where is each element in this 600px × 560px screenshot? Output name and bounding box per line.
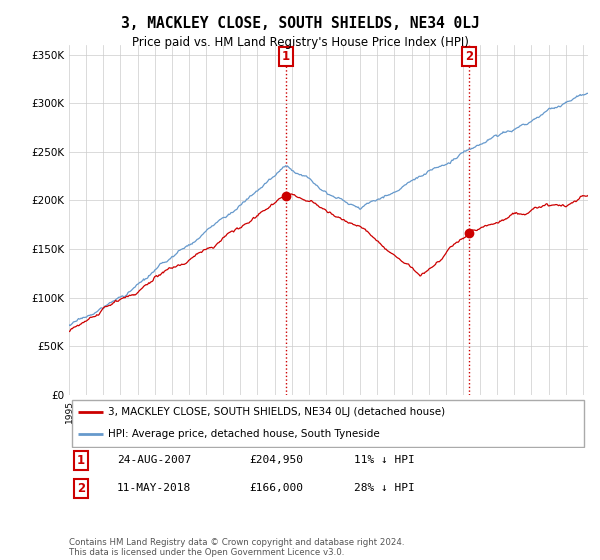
Text: Contains HM Land Registry data © Crown copyright and database right 2024.
This d: Contains HM Land Registry data © Crown c… [69,538,404,557]
Text: 11-MAY-2018: 11-MAY-2018 [117,483,191,493]
Text: 1: 1 [281,50,290,63]
Text: 28% ↓ HPI: 28% ↓ HPI [354,483,415,493]
Text: 24-AUG-2007: 24-AUG-2007 [117,455,191,465]
Text: 3, MACKLEY CLOSE, SOUTH SHIELDS, NE34 0LJ: 3, MACKLEY CLOSE, SOUTH SHIELDS, NE34 0L… [121,16,479,31]
Text: Price paid vs. HM Land Registry's House Price Index (HPI): Price paid vs. HM Land Registry's House … [131,36,469,49]
Text: 1: 1 [77,454,85,467]
Text: 3, MACKLEY CLOSE, SOUTH SHIELDS, NE34 0LJ (detached house): 3, MACKLEY CLOSE, SOUTH SHIELDS, NE34 0L… [108,407,445,417]
Text: 11% ↓ HPI: 11% ↓ HPI [354,455,415,465]
Text: 2: 2 [77,482,85,495]
Text: £204,950: £204,950 [249,455,303,465]
Text: HPI: Average price, detached house, South Tyneside: HPI: Average price, detached house, Sout… [108,429,380,439]
Text: £166,000: £166,000 [249,483,303,493]
Text: 2: 2 [465,50,473,63]
FancyBboxPatch shape [71,400,584,446]
